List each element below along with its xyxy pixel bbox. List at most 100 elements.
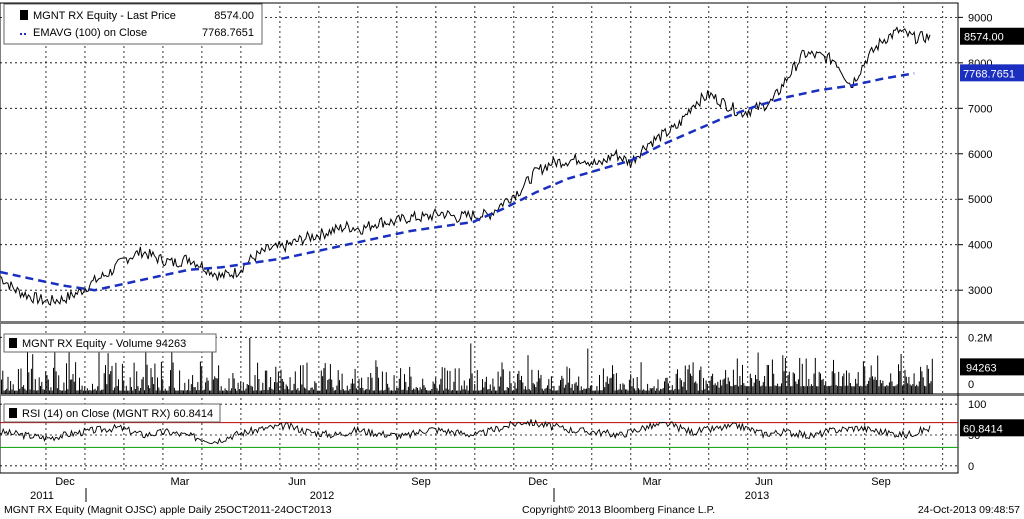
volume-bar xyxy=(913,373,915,394)
volume-bar xyxy=(450,390,452,394)
volume-bar xyxy=(128,390,130,394)
volume-bar xyxy=(154,363,156,394)
volume-bar xyxy=(502,369,504,394)
volume-bar xyxy=(545,387,547,394)
volume-bar xyxy=(315,383,317,394)
volume-bar xyxy=(583,388,585,394)
volume-bar xyxy=(635,390,637,394)
volume-bar xyxy=(531,369,533,394)
volume-bar xyxy=(144,390,145,394)
volume-bar xyxy=(111,365,113,394)
volume-bar xyxy=(379,390,381,394)
volume-bar xyxy=(7,376,9,394)
volume-bar xyxy=(835,385,837,394)
volume-bar xyxy=(479,390,481,394)
volume-bar xyxy=(515,388,517,394)
volume-bar xyxy=(125,385,127,394)
volume-bar xyxy=(225,390,227,394)
volume-bar xyxy=(895,385,897,394)
volume-bar xyxy=(483,387,485,394)
volume-bar xyxy=(864,367,866,394)
volume-bar xyxy=(764,376,766,394)
volume-bar xyxy=(849,383,851,394)
volume-bar xyxy=(677,369,678,394)
volume-bar xyxy=(261,390,262,394)
volume-bar xyxy=(94,388,96,394)
volume-bar xyxy=(453,381,455,394)
volume-bar xyxy=(791,386,793,394)
volume-bar xyxy=(40,386,41,394)
volume-bar xyxy=(870,365,872,394)
volume-bar xyxy=(907,383,909,394)
volume-bar xyxy=(251,386,253,394)
volume-bar xyxy=(280,369,282,394)
volume-bar xyxy=(827,385,829,394)
volume-bar xyxy=(285,384,287,394)
volume-bar xyxy=(32,354,34,394)
volume-bar xyxy=(807,386,808,394)
volume-bar xyxy=(160,361,162,394)
y-tick-label: 9000 xyxy=(968,12,992,24)
volume-bar xyxy=(558,385,560,394)
volume-bar xyxy=(419,387,421,394)
volume-bar xyxy=(904,369,906,394)
volume-bar xyxy=(636,377,638,394)
volume-bar xyxy=(556,390,558,394)
volume-bar xyxy=(366,389,368,394)
volume-bar xyxy=(497,371,499,394)
volume-bar xyxy=(140,388,142,394)
volume-bar xyxy=(634,388,636,394)
volume-bar xyxy=(465,389,467,394)
volume-bar xyxy=(834,373,836,394)
volume-bar xyxy=(604,387,606,394)
volume-bar xyxy=(309,390,311,394)
volume-bar xyxy=(186,390,188,394)
volume-bar xyxy=(784,357,786,394)
volume-bar xyxy=(729,381,730,394)
volume-bar xyxy=(878,386,880,394)
volume-bar xyxy=(67,389,69,394)
volume-bar xyxy=(227,390,229,394)
volume-bar xyxy=(612,365,613,394)
volume-bar xyxy=(699,370,701,394)
volume-bar xyxy=(319,390,321,394)
volume-bar xyxy=(443,390,444,394)
chart-svg: 90008000700060005000400030008574.007768.… xyxy=(0,2,1024,502)
volume-bar xyxy=(609,378,611,394)
volume-bar xyxy=(823,385,825,394)
volume-bar xyxy=(540,374,542,394)
volume-bar xyxy=(272,389,274,394)
volume-bar xyxy=(683,382,685,394)
volume-bar xyxy=(761,385,763,394)
volume-bar xyxy=(133,362,135,394)
volume-bar xyxy=(1,379,2,394)
rsi-series-line xyxy=(0,419,931,445)
volume-bar xyxy=(661,389,663,394)
volume-bar xyxy=(82,390,84,394)
volume-bar xyxy=(202,390,204,394)
volume-bar xyxy=(560,380,561,394)
volume-bar xyxy=(277,371,279,394)
volume-bar xyxy=(836,386,838,394)
volume-bar xyxy=(263,390,265,394)
volume-bar xyxy=(407,386,409,394)
volume-bar xyxy=(814,357,816,394)
volume-bar xyxy=(173,387,175,394)
volume-bar xyxy=(638,388,639,394)
volume-bar xyxy=(664,381,665,394)
volume-bar xyxy=(706,383,708,394)
volume-bar xyxy=(342,389,344,394)
volume-bar xyxy=(621,389,623,394)
volume-bar xyxy=(708,390,710,394)
volume-bar xyxy=(214,376,216,394)
volume-bar xyxy=(862,361,864,394)
volume-bar xyxy=(865,385,867,394)
legend-swatch-rsi xyxy=(9,408,17,418)
volume-bar xyxy=(519,380,521,394)
volume-bar xyxy=(738,386,740,394)
volume-bar xyxy=(322,376,324,394)
volume-bar xyxy=(267,390,269,394)
volume-bar xyxy=(333,390,335,394)
volume-bar xyxy=(510,383,512,394)
